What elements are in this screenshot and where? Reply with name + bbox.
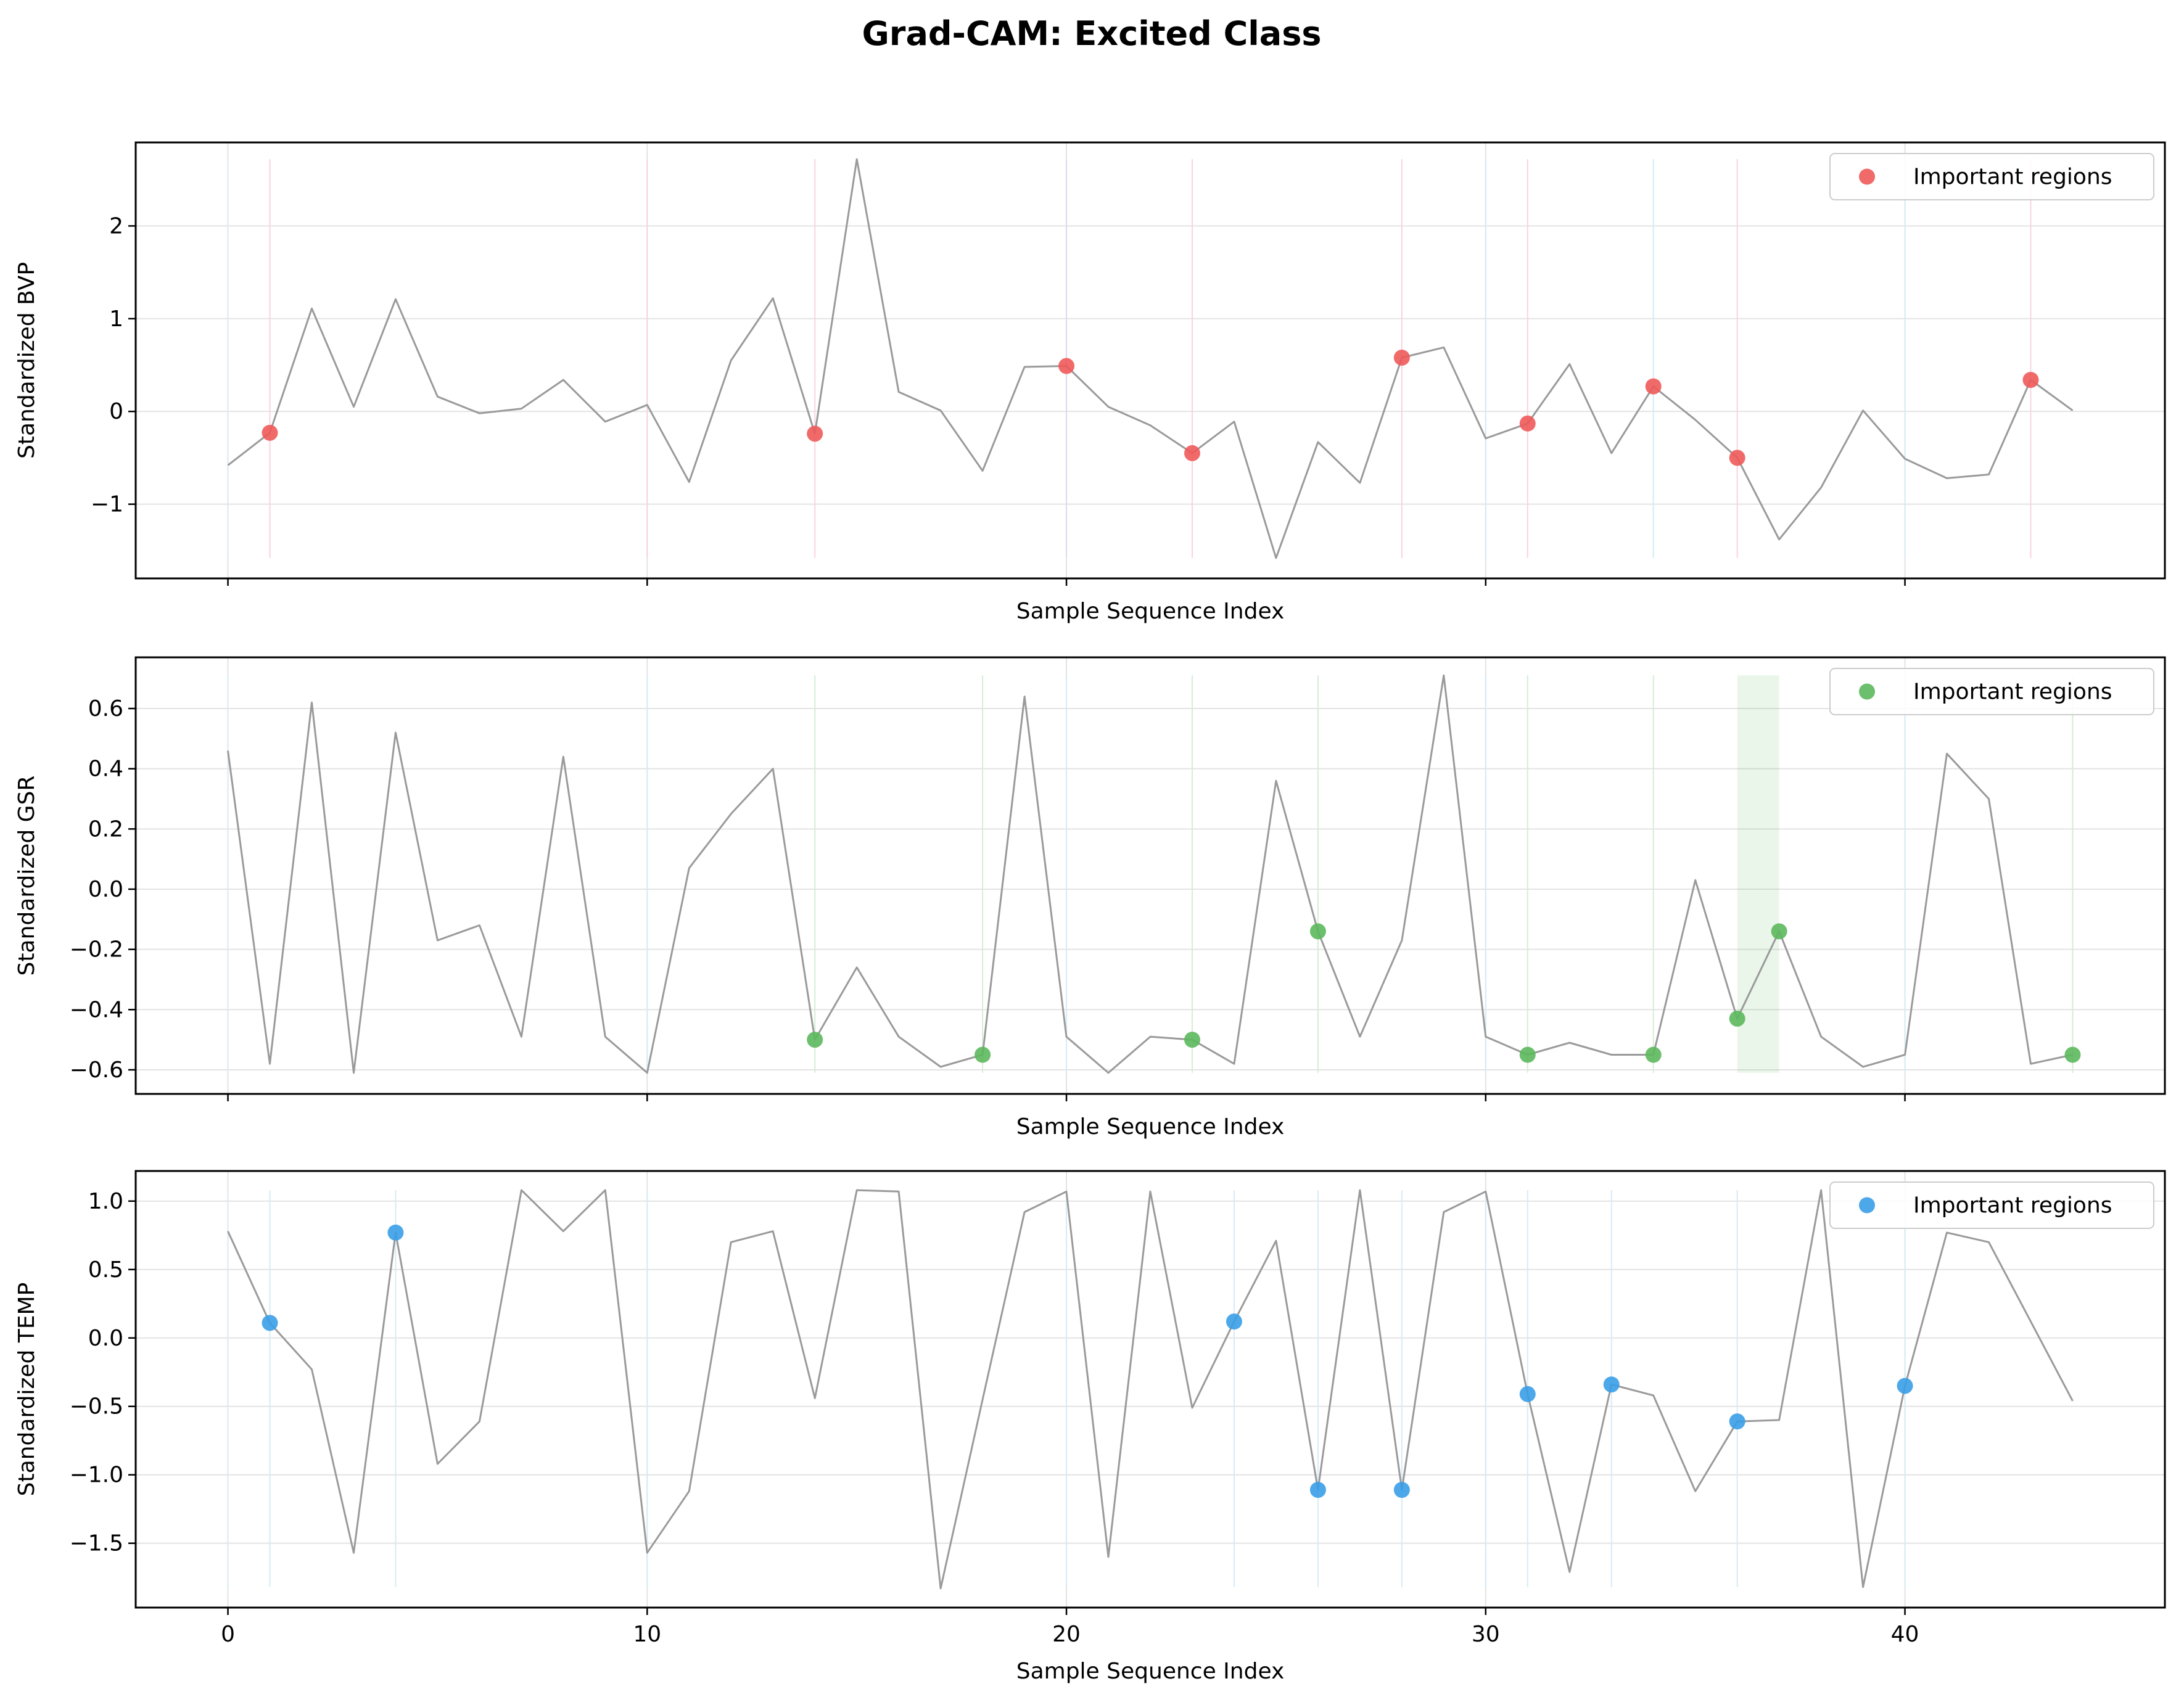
- temp-axes-frame: [134, 1170, 2166, 1609]
- gsr-important-point: [1645, 1046, 1662, 1063]
- gsr-legend-box: [1829, 668, 2154, 715]
- gsr-y-axis-label: Standardized GSR: [14, 776, 39, 976]
- temp-legend-box: [1829, 1181, 2154, 1229]
- bvp-important-point: [262, 424, 278, 441]
- temp-important-point: [387, 1224, 404, 1241]
- temp-important-point: [1393, 1482, 1410, 1498]
- bvp-axes-frame: [134, 141, 2166, 580]
- bvp-important-point: [1645, 378, 1662, 395]
- bvp-important-point: [1519, 415, 1536, 432]
- gsr-y-tick-label: −0.2: [70, 937, 123, 963]
- temp-important-point: [262, 1315, 278, 1331]
- bvp-legend: Important regions: [1829, 153, 2154, 200]
- bvp-y-tick-label: 2: [109, 213, 123, 239]
- bvp-important-point: [1393, 349, 1410, 366]
- gsr-plot-content: −0.6 −0.4 −0.2 0.0 0.2 0.4 0.6: [70, 656, 2166, 1101]
- gsr-legend-label: Important regions: [1913, 680, 2112, 705]
- temp-y-tick-label: 0.0: [88, 1326, 123, 1351]
- temp-x-tick-label: 0: [221, 1622, 235, 1647]
- temp-plot-content: −1.5 −1.0 −0.5 0.0 0.5 1.0 0 10 20 30 40: [70, 1170, 2166, 1647]
- temp-y-axis-label: Standardized TEMP: [14, 1283, 39, 1497]
- bvp-important-point: [1058, 358, 1075, 374]
- temp-x-axis-label: Sample Sequence Index: [1016, 1659, 1285, 1684]
- temp-important-point: [1729, 1413, 1745, 1430]
- temp-important-point: [1897, 1378, 1913, 1394]
- bvp-important-point: [807, 425, 823, 442]
- bvp-plot-content: −1 0 1 2: [91, 141, 2166, 586]
- temp-important-point: [1226, 1313, 1242, 1330]
- temp-y-tick-label: −1.0: [70, 1463, 123, 1488]
- temp-legend-label: Important regions: [1913, 1193, 2112, 1218]
- bvp-legend-box: [1829, 153, 2154, 200]
- gsr-important-point: [2064, 1046, 2081, 1063]
- gsr-important-point: [1519, 1046, 1536, 1063]
- temp-legend-marker: [1859, 1197, 1875, 1214]
- temp-important-point: [1309, 1482, 1326, 1498]
- gsr-legend: Important regions: [1829, 668, 2154, 715]
- temp-y-tick-label: 1.0: [88, 1189, 123, 1214]
- gsr-legend-marker: [1859, 683, 1875, 700]
- bvp-panel: −1 0 1 2 Sample Sequence Index Standardized…: [14, 141, 2166, 624]
- gsr-y-tick-label: −0.4: [70, 997, 123, 1022]
- gsr-importance-span: [1737, 675, 1779, 1073]
- gsr-signal-line: [227, 674, 2073, 1074]
- gsr-important-point: [1309, 923, 1326, 940]
- bvp-y-tick-label: 0: [109, 399, 123, 424]
- temp-x-tick-label: 30: [1472, 1622, 1500, 1647]
- bvp-signal-line: [227, 158, 2074, 559]
- temp-signal-line: [227, 1189, 2074, 1590]
- temp-y-tick-label: 0.5: [88, 1257, 123, 1283]
- temp-legend: Important regions: [1829, 1181, 2154, 1229]
- bvp-y-tick-label: 1: [109, 306, 123, 332]
- bvp-y-tick-label: −1: [91, 492, 123, 517]
- bvp-important-point: [1184, 445, 1200, 461]
- temp-panel: −1.5 −1.0 −0.5 0.0 0.5 1.0 0 10 20 30 40 Sample Se…: [14, 1170, 2166, 1684]
- temp-x-tick-label: 20: [1052, 1622, 1081, 1647]
- gsr-important-point: [975, 1046, 991, 1063]
- gsr-important-point: [807, 1032, 823, 1048]
- bvp-legend-marker: [1859, 168, 1875, 185]
- bvp-x-axis-label: Sample Sequence Index: [1016, 599, 1285, 624]
- gsr-x-axis-label: Sample Sequence Index: [1016, 1114, 1285, 1140]
- temp-x-tick-label: 40: [1891, 1622, 1919, 1647]
- temp-important-point: [1603, 1376, 1620, 1393]
- bvp-legend-label: Important regions: [1913, 165, 2112, 190]
- gsr-important-point: [1184, 1032, 1200, 1048]
- figure-title: Grad-CAM: Excited Class: [862, 14, 1321, 53]
- bvp-important-point: [2022, 372, 2039, 388]
- gsr-y-tick-label: 0.2: [88, 816, 123, 842]
- gsr-y-tick-label: 0.0: [88, 877, 123, 902]
- temp-x-tick-label: 10: [633, 1622, 661, 1647]
- gsr-y-tick-label: 0.4: [88, 757, 123, 782]
- bvp-important-point: [1729, 450, 1745, 466]
- temp-y-tick-label: −0.5: [70, 1394, 123, 1419]
- gsr-y-tick-label: −0.6: [70, 1058, 123, 1083]
- temp-important-point: [1519, 1386, 1536, 1402]
- gsr-important-point: [1771, 923, 1787, 940]
- bvp-y-axis-label: Standardized BVP: [14, 262, 39, 459]
- gsr-panel: −0.6 −0.4 −0.2 0.0 0.2 0.4 0.6 Sample Sequence…: [14, 656, 2166, 1140]
- gsr-axes-frame: [134, 656, 2166, 1095]
- temp-y-tick-label: −1.5: [70, 1531, 123, 1556]
- gsr-important-point: [1729, 1010, 1745, 1027]
- gsr-y-tick-label: 0.6: [88, 696, 123, 721]
